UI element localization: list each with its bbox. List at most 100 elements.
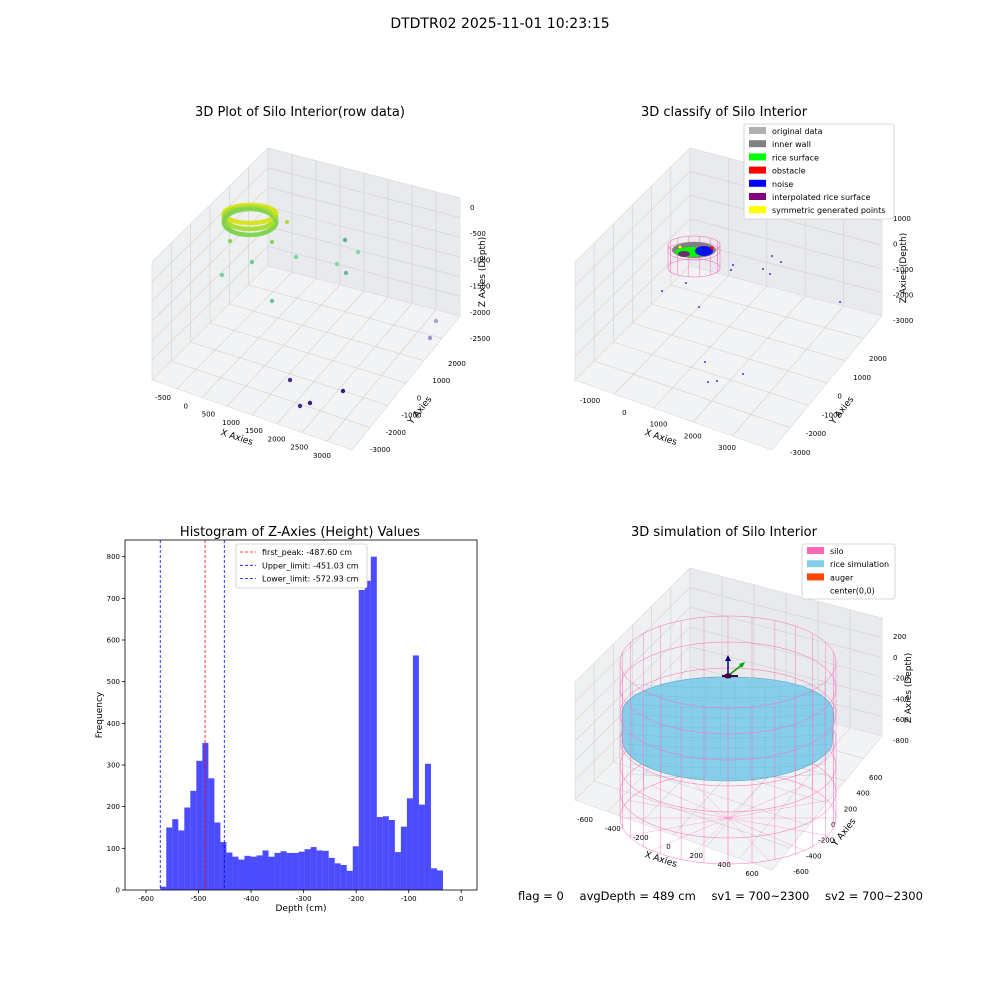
- silo-floor-spoke: [727, 817, 805, 851]
- tick-label: -2000: [386, 429, 406, 437]
- tick-label: 0: [622, 409, 626, 417]
- tick-label: -1000: [893, 266, 913, 274]
- legend-label: original data: [772, 127, 823, 136]
- tick-label: 1000: [222, 419, 240, 427]
- grid-line: [613, 761, 809, 826]
- silo-floor-spoke: [686, 775, 729, 819]
- sv1-readout: sv1 = 700~2300: [711, 889, 810, 903]
- histogram-bar: [328, 857, 335, 890]
- histogram-bar: [406, 798, 413, 890]
- z-axis-label: Z Axies (Depth): [899, 233, 909, 304]
- noise-points: [661, 255, 841, 383]
- data-point: [334, 261, 340, 267]
- grid-line: [209, 322, 407, 384]
- silo-ring-front: [619, 661, 837, 709]
- noise-point: [762, 268, 764, 270]
- y-tick-labels: 2000 1000 0 -1000 -2000 -3000: [790, 355, 887, 457]
- silo-floor-spoke: [727, 817, 770, 861]
- histogram-bar: [238, 859, 245, 890]
- tick-label: 1000: [853, 374, 871, 382]
- tick-label: 400: [718, 861, 731, 869]
- grid-line: [574, 607, 691, 722]
- silo-ring-back: [619, 615, 837, 663]
- tick-label: -1000: [580, 397, 600, 405]
- panel-title: 3D classify of Silo Interior: [641, 105, 808, 120]
- grid-line: [267, 187, 461, 238]
- x-tick-label: -200: [348, 895, 364, 903]
- histogram-bar: [166, 827, 173, 890]
- grid-line: [151, 226, 269, 341]
- legend-box: [743, 123, 895, 220]
- histogram-bar: [322, 850, 329, 890]
- histogram-bar: [184, 807, 191, 890]
- grid-line: [613, 341, 809, 406]
- tick-label: 0: [893, 654, 897, 662]
- grid-line: [594, 360, 791, 428]
- silo-floor-spoke: [628, 817, 729, 836]
- grid-line: [689, 607, 883, 658]
- tick-label: 0: [470, 204, 474, 212]
- data-point: [427, 335, 433, 341]
- y-tick-label: 500: [107, 678, 120, 686]
- tick-label: -600: [577, 816, 593, 824]
- legend-swatch: [749, 127, 766, 134]
- silo-floor-spoke: [727, 785, 805, 819]
- tick-label: 2000: [448, 360, 466, 368]
- obstacle-point: [710, 246, 714, 250]
- x-axis-label: Depth (cm): [275, 904, 326, 914]
- legend-swatch: [807, 560, 824, 568]
- tick-label: -400: [893, 695, 909, 703]
- tick-label: -400: [806, 852, 822, 860]
- x-tick-labels: -600 -400 -200 0 200 400 600: [577, 816, 759, 878]
- silo-ring-front: [619, 687, 837, 735]
- legend-label: silo: [830, 547, 844, 556]
- x-tick-labels: -500 0 500 1000 1500 2000 2500 3000: [155, 394, 331, 460]
- legend-swatch: [807, 547, 824, 554]
- x-tick-label: -600: [138, 895, 154, 903]
- tick-label: -400: [605, 825, 621, 833]
- legend: original data inner wall rice surface obsta…: [743, 123, 895, 220]
- tick-label: -600: [793, 868, 809, 876]
- grid-line: [248, 284, 443, 339]
- histogram-bar: [226, 852, 233, 890]
- panel-raw-data: 3D Plot of Silo Interior(row data) -5000…: [151, 105, 490, 460]
- legend-swatch: [749, 193, 766, 200]
- sv2-readout: sv2 = 700~2300: [825, 889, 923, 903]
- grid-line: [151, 167, 269, 282]
- grid-line: [171, 360, 371, 428]
- data-point: [269, 298, 275, 304]
- silo-ring-front: [619, 739, 837, 787]
- silo-ring-back: [619, 641, 837, 689]
- tick-label: 400: [856, 790, 869, 798]
- legend-label: first_peak: -487.60 cm: [262, 548, 352, 557]
- y-tick-label: 800: [107, 553, 120, 561]
- data-point: [343, 270, 349, 276]
- tick-label: 0: [666, 843, 670, 851]
- tick-label: 1500: [245, 427, 263, 435]
- tick-label: 1000: [893, 215, 911, 223]
- noise-point: [730, 269, 732, 271]
- tick-label: 600: [869, 774, 882, 782]
- noise-cluster: [695, 246, 713, 256]
- histogram-bar: [286, 852, 293, 890]
- tick-label: 2000: [869, 355, 887, 363]
- noise-point: [661, 290, 663, 292]
- cloud-point: [273, 218, 279, 224]
- tick-label: 200: [844, 805, 857, 813]
- panel-histogram: Histogram of Z-Axies (Height) Values -60…: [95, 525, 478, 914]
- noise-point: [685, 282, 687, 284]
- silo-ring-front: [619, 791, 837, 839]
- histogram-bar: [340, 865, 347, 890]
- tick-label: 3000: [718, 444, 736, 452]
- z-axis-label: Z Axies (Depth): [904, 653, 914, 724]
- legend-swatch: [749, 153, 766, 161]
- figure-title: DTDTR02 2025-11-01 10:23:15: [390, 16, 610, 32]
- grid-line: [689, 218, 883, 270]
- axes-box: [574, 147, 883, 451]
- grid-line: [267, 167, 461, 218]
- histogram-bar: [268, 856, 275, 890]
- auger-marker: [722, 655, 745, 679]
- data-point: [355, 249, 361, 255]
- grid-line: [689, 646, 883, 697]
- legend-swatch: [807, 573, 824, 581]
